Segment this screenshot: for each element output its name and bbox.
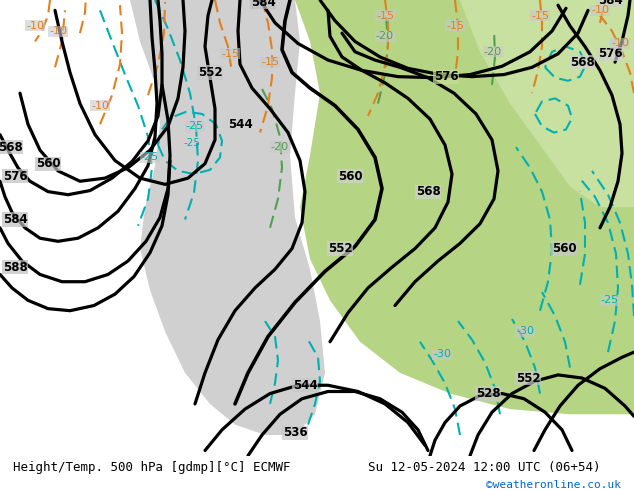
Text: -10: -10	[26, 21, 44, 31]
Text: 568: 568	[0, 141, 22, 153]
Text: -15: -15	[376, 11, 394, 21]
Text: 576: 576	[598, 48, 623, 60]
Text: 576: 576	[434, 70, 458, 83]
Text: -20: -20	[376, 31, 394, 41]
Text: 560: 560	[36, 157, 60, 170]
Text: Height/Temp. 500 hPa [gdmp][°C] ECMWF: Height/Temp. 500 hPa [gdmp][°C] ECMWF	[13, 461, 290, 474]
Text: -25: -25	[601, 295, 619, 305]
Text: 584: 584	[250, 0, 275, 8]
Text: -30: -30	[516, 326, 534, 337]
Text: ©weatheronline.co.uk: ©weatheronline.co.uk	[486, 480, 621, 490]
Text: -25: -25	[183, 138, 200, 148]
Text: -20: -20	[271, 142, 289, 152]
Text: 552: 552	[328, 242, 353, 255]
Text: 568: 568	[416, 185, 441, 198]
Text: -25: -25	[186, 122, 204, 131]
Text: 560: 560	[552, 242, 576, 255]
Text: -25: -25	[141, 152, 159, 162]
Text: 528: 528	[476, 387, 500, 400]
Text: 588: 588	[3, 261, 28, 274]
Text: 576: 576	[3, 170, 28, 183]
Text: 544: 544	[293, 379, 318, 392]
Text: 560: 560	[338, 170, 362, 183]
Text: -15: -15	[446, 21, 464, 31]
Text: -20: -20	[484, 47, 502, 57]
Polygon shape	[460, 0, 634, 207]
Text: 584: 584	[3, 213, 28, 226]
Text: -10: -10	[91, 100, 109, 111]
Text: -10: -10	[591, 5, 609, 15]
Text: -10: -10	[611, 39, 629, 49]
Text: 536: 536	[283, 426, 307, 440]
Polygon shape	[130, 0, 325, 435]
Text: 552: 552	[515, 371, 540, 385]
Text: -30: -30	[433, 349, 451, 359]
Text: -15: -15	[221, 49, 239, 59]
Text: 568: 568	[569, 56, 595, 69]
Polygon shape	[295, 0, 634, 414]
Text: 544: 544	[228, 118, 252, 131]
Text: 552: 552	[198, 66, 223, 79]
Text: 584: 584	[598, 0, 623, 6]
Text: -15: -15	[531, 11, 549, 21]
Text: -15: -15	[261, 57, 279, 67]
Text: -10: -10	[49, 26, 67, 36]
Text: Su 12-05-2024 12:00 UTC (06+54): Su 12-05-2024 12:00 UTC (06+54)	[368, 461, 600, 474]
